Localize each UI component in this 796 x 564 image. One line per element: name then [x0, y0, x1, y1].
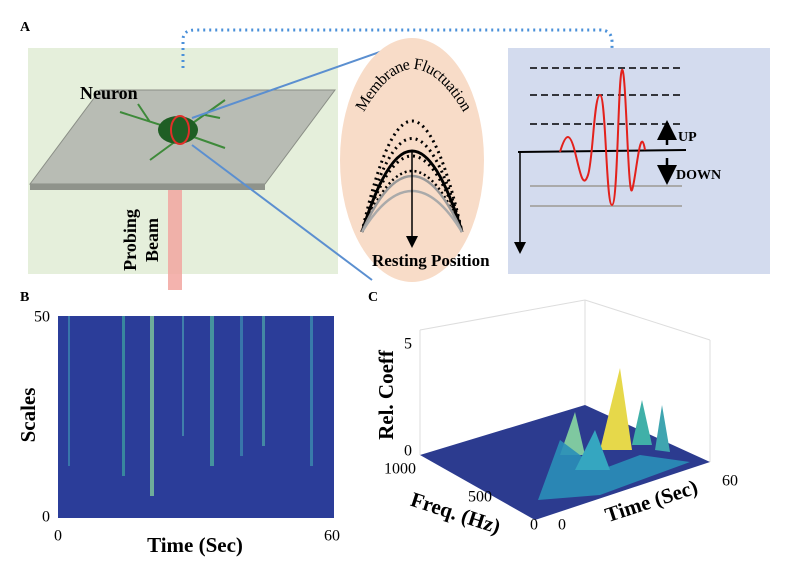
x-tick-label: 0: [54, 528, 62, 545]
freq-tick-label: 500: [468, 489, 492, 506]
zoom-line: [191, 144, 373, 281]
y-tick-label: 0: [42, 509, 50, 526]
panel-label: A: [20, 20, 31, 35]
x-tick-label: 60: [324, 528, 340, 545]
dashed-levels: [530, 67, 682, 125]
time-tick-label: 0: [558, 517, 566, 534]
beam-label: Probing: [120, 209, 140, 271]
z-tick-label: 0: [404, 443, 412, 460]
lower-levels: [530, 185, 682, 207]
oscillation: [559, 68, 646, 207]
heatmap-stripes: [68, 316, 313, 496]
probe-spot: [170, 115, 190, 145]
up-label: UP: [678, 130, 697, 145]
heatmap: [58, 316, 334, 518]
zoom-line: [191, 41, 409, 119]
surface-peaks: [538, 368, 690, 500]
freq-tick-label: 0: [530, 517, 538, 534]
beam-label: Beam: [142, 218, 162, 262]
time-tick-label: 60: [722, 473, 738, 490]
panel-background: [508, 48, 770, 274]
down-label: DOWN: [676, 168, 721, 183]
neuron-label: Neuron: [80, 83, 138, 103]
axes-box: [419, 299, 711, 462]
plane-edge: [30, 184, 265, 190]
neuron-body: [158, 116, 198, 144]
panel-label: B: [20, 290, 29, 305]
resting-line: [517, 149, 687, 153]
y-axis-label: Scales: [16, 388, 40, 443]
z-axis-label: Rel. Coeff: [374, 349, 398, 440]
x-axis-label: Time (Sec): [147, 533, 243, 557]
panel-label: C: [368, 290, 378, 305]
freq-tick-label: 1000: [384, 461, 416, 478]
y-tick-label: 50: [34, 309, 50, 326]
z-tick-label: 5: [404, 336, 412, 353]
resting-label: Resting Position: [372, 251, 490, 270]
